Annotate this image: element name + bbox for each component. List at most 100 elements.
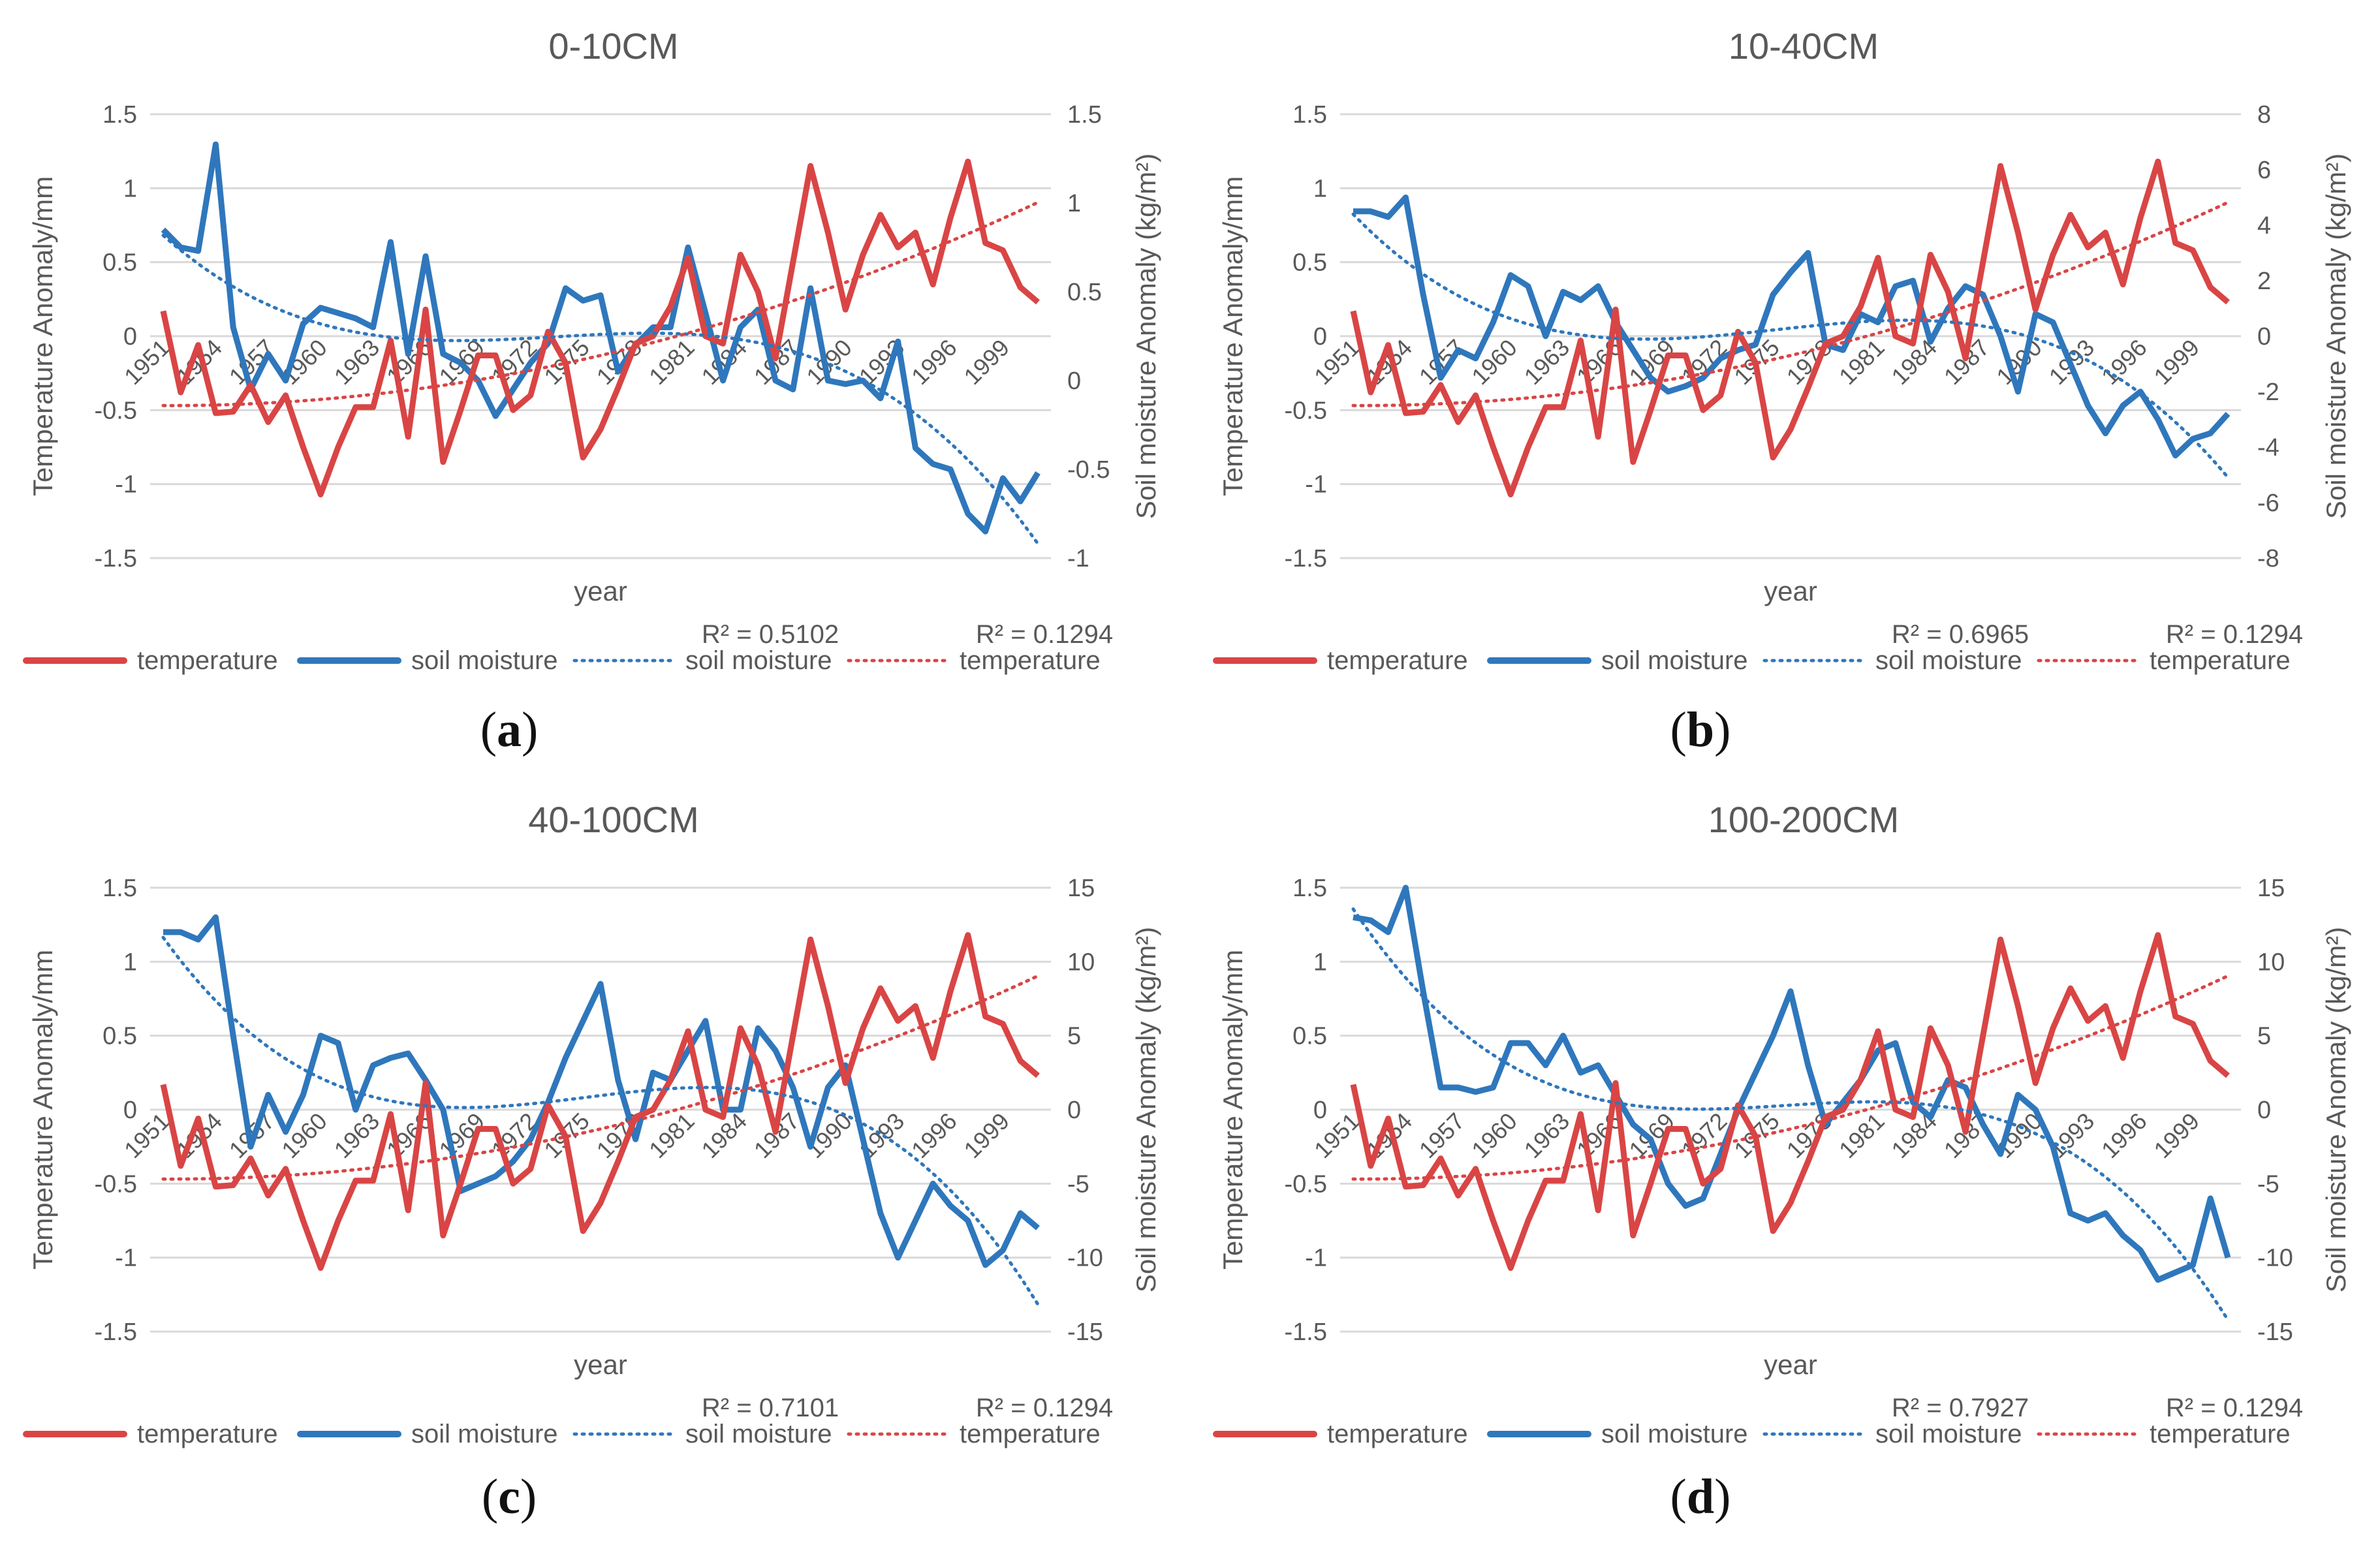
temp-r2-label: R² = 0.1294 xyxy=(2166,620,2303,649)
y-tick-left: -1.5 xyxy=(95,1319,137,1346)
temperature-trendline xyxy=(161,974,1040,1181)
svg-text:temperature: temperature xyxy=(2150,646,2291,675)
temperature-series xyxy=(160,932,1040,1271)
x-tick: 1963 xyxy=(329,1108,385,1164)
y-axis-label-left: Temperature Anomaly/mm xyxy=(27,176,58,496)
svg-text:soil moisture: soil moisture xyxy=(1875,1420,2022,1448)
x-tick: 1957 xyxy=(1414,334,1470,390)
x-tick: 1963 xyxy=(1519,334,1575,390)
y-tick-left: -0.5 xyxy=(1285,397,1327,424)
x-tick: 1999 xyxy=(2148,1108,2204,1164)
chart-title: 10-40CM xyxy=(1729,25,1879,67)
y-tick-right: 6 xyxy=(2257,157,2271,184)
legend-temp-trend: temperature xyxy=(847,646,1101,675)
temp-r2-label: R² = 0.1294 xyxy=(2166,1394,2303,1422)
x-tick: 1996 xyxy=(906,334,962,390)
y-tick-right: -1 xyxy=(1067,545,1089,572)
y-axis-label-right: Soil moisture Anomaly (kg/m²) xyxy=(1131,927,1161,1292)
y-tick-left: 1.5 xyxy=(102,875,137,902)
soil-moisture-series xyxy=(1353,195,2231,459)
soil-r2-label: R² = 0.5102 xyxy=(702,620,839,649)
y-axis-label-left: Temperature Anomaly/mm xyxy=(1217,176,1248,496)
y-tick-right: -15 xyxy=(2257,1319,2293,1346)
soil-moisture-series xyxy=(1353,884,2231,1283)
panel-label-d: (d) xyxy=(1670,1469,1731,1524)
chart-panel-a: 0-10CM 1.5 1 0.5 0 -0.5 -1 -1.5 1.5 1 0.5 0 -0.5 -1 Te… xyxy=(0,0,1190,774)
x-tick: 1960 xyxy=(1466,334,1522,390)
x-tick: 1993 xyxy=(2044,1108,2100,1164)
y-axis-label-right: Soil moisture Anomaly (kg/m²) xyxy=(2321,927,2351,1292)
y-tick-right: 10 xyxy=(1067,948,1095,976)
y-tick-left: 0.5 xyxy=(102,249,137,277)
y-tick-left: 1 xyxy=(123,175,137,202)
soil-r2-label: R² = 0.6965 xyxy=(1892,620,2029,649)
legend-soil-moisture: soil moisture xyxy=(297,1420,558,1448)
svg-text:soil moisture: soil moisture xyxy=(1601,1420,1748,1448)
svg-text:temperature: temperature xyxy=(1327,646,1468,675)
y-tick-left: 1 xyxy=(123,948,137,976)
y-tick-right: 8 xyxy=(2257,101,2271,129)
x-tick: 1996 xyxy=(2096,1108,2152,1164)
y-tick-left: 1.5 xyxy=(1292,101,1327,129)
y-tick-right: -0.5 xyxy=(1067,456,1110,484)
y-tick-right: -10 xyxy=(2257,1245,2293,1272)
temp-r2-label: R² = 0.1294 xyxy=(976,1394,1113,1422)
y-axis-label-left: Temperature Anomaly/mm xyxy=(1217,950,1248,1270)
x-tick: 1999 xyxy=(958,334,1014,390)
x-tick: 1963 xyxy=(1519,1108,1575,1164)
chart-title: 100-200CM xyxy=(1708,799,1900,840)
y-tick-right: 0 xyxy=(1067,367,1081,395)
x-tick: 1999 xyxy=(2148,334,2204,390)
panel-label-a: (a) xyxy=(480,702,539,757)
legend-soil-trend: soil moisture xyxy=(572,646,832,675)
chart-panel-d: 100-200CM 1.5 1 0.5 0 -0.5 -1 -1.5 15 10 5 0 -5 -10 -1… xyxy=(1190,774,2380,1547)
temperature-series xyxy=(1350,159,2230,497)
svg-text:temperature: temperature xyxy=(960,646,1101,675)
y-axis-label-right: Soil moisture Anomaly (kg/m²) xyxy=(1131,153,1161,519)
y-tick-left: 0.5 xyxy=(102,1023,137,1050)
chart-svg-d: 100-200CM 1.5 1 0.5 0 -0.5 -1 -1.5 15 10 5 0 -5 -10 -1… xyxy=(1213,799,2351,1448)
chart-svg-a: 0-10CM 1.5 1 0.5 0 -0.5 -1 -1.5 1.5 1 0.5 0 -0.5 -1 Te… xyxy=(23,25,1161,675)
x-tick: 1960 xyxy=(1466,1108,1522,1164)
soil-moisture-trendline xyxy=(161,234,1040,546)
y-tick-left: 0 xyxy=(1313,323,1327,351)
y-tick-right: 0.5 xyxy=(1067,279,1102,306)
y-tick-right: 0 xyxy=(2257,323,2271,351)
x-tick: 1957 xyxy=(1414,1108,1470,1164)
x-axis-label: year xyxy=(1764,576,1817,606)
y-tick-right: 15 xyxy=(2257,875,2285,902)
y-tick-left: 1 xyxy=(1313,948,1327,976)
y-tick-right: 5 xyxy=(1067,1023,1081,1050)
soil-moisture-trendline xyxy=(161,935,1040,1306)
chart-svg-c: 40-100CM 1.5 1 0.5 0 -0.5 -1 -1.5 15 10 5 0 -5 -10 -15… xyxy=(23,799,1161,1448)
legend-temperature: temperature xyxy=(23,646,278,675)
legend-temp-trend: temperature xyxy=(2037,1420,2291,1448)
y-tick-right: 10 xyxy=(2257,948,2285,976)
svg-text:temperature: temperature xyxy=(137,1420,278,1448)
y-tick-right: -4 xyxy=(2257,434,2279,461)
x-axis-label: year xyxy=(1764,1349,1817,1380)
x-axis-label: year xyxy=(574,1349,627,1380)
y-tick-left: 0 xyxy=(123,1097,137,1124)
y-tick-right: 5 xyxy=(2257,1023,2271,1050)
x-tick: 1999 xyxy=(958,1108,1014,1164)
legend-temp-trend: temperature xyxy=(847,1420,1101,1448)
temperature-series xyxy=(1350,932,2230,1271)
y-tick-left: 1.5 xyxy=(1292,875,1327,902)
legend-soil-trend: soil moisture xyxy=(572,1420,832,1448)
y-tick-right: -6 xyxy=(2257,490,2279,517)
svg-text:soil moisture: soil moisture xyxy=(685,646,832,675)
y-tick-right: 0 xyxy=(1067,1097,1081,1124)
y-tick-right: -8 xyxy=(2257,545,2279,572)
soil-r2-label: R² = 0.7927 xyxy=(1892,1394,2029,1422)
chart-svg-b: 10-40CM 1.5 1 0.5 0 -0.5 -1 -1.5 8 6 4 2 0 -2 -4 -6 -8 Te… xyxy=(1213,25,2351,675)
x-axis-label: year xyxy=(574,576,627,606)
x-tick: 1996 xyxy=(906,1108,962,1164)
soil-r2-label: R² = 0.7101 xyxy=(702,1394,839,1422)
temperature-trendline xyxy=(161,200,1040,407)
y-tick-right: -10 xyxy=(1067,1245,1103,1272)
y-tick-left: 0 xyxy=(123,323,137,351)
y-tick-left: -1.5 xyxy=(1285,545,1327,572)
svg-text:soil moisture: soil moisture xyxy=(1601,646,1748,675)
legend-soil-moisture: soil moisture xyxy=(1487,646,1748,675)
